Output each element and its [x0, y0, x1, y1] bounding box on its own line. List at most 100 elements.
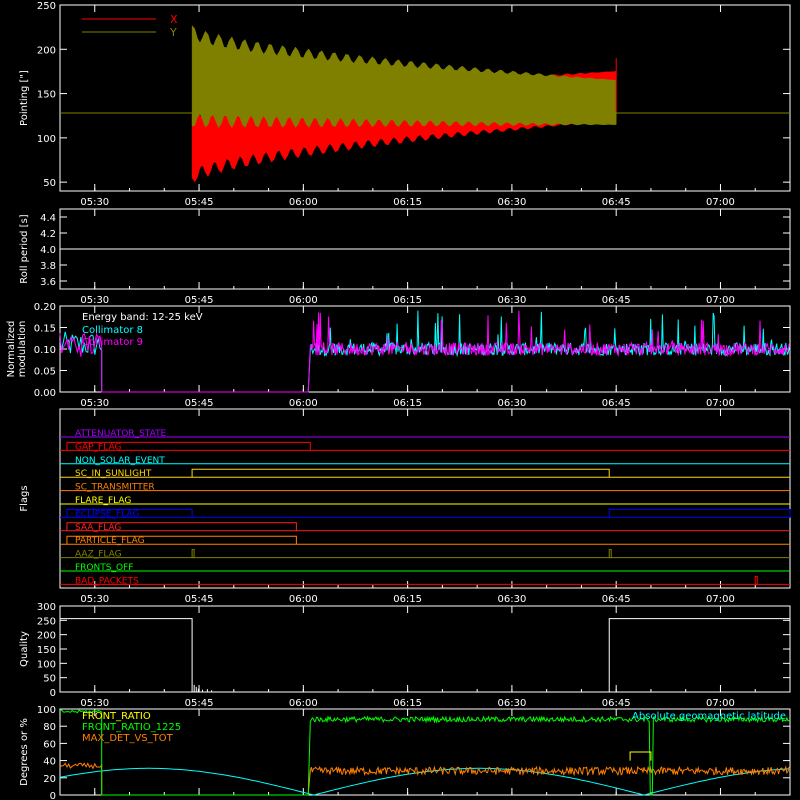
legend-label-Collimator-9: Collimator 9 — [82, 337, 143, 348]
legend-label-Y: Y — [169, 26, 177, 39]
legend-label-FRONT_RATIO_1225: FRONT_RATIO_1225 — [82, 722, 181, 733]
y-tick-label: 200 — [37, 45, 56, 56]
y-tick-label: 4.4 — [40, 213, 56, 224]
x-tick-label: 05:45 — [185, 398, 214, 409]
x-tick-label: 06:45 — [602, 594, 631, 605]
y-tick-label: 80 — [43, 722, 56, 733]
x-tick-label: 07:00 — [706, 398, 735, 409]
x-tick-label: 07:00 — [706, 197, 735, 208]
y-tick-label: 0.00 — [34, 388, 56, 399]
flag-segment-SAA_FLAG — [66, 522, 297, 531]
legend-label-X: X — [170, 13, 178, 26]
y-tick-label: 100 — [37, 659, 56, 670]
series-line-FRONT_RATIO — [629, 751, 652, 761]
y-tick-label: 50 — [43, 178, 56, 189]
y-axis-label: modulation — [17, 321, 28, 378]
series-line-MAX_DET_VS_TOT — [59, 762, 791, 796]
legend-label-geomagnetic-latitude: Absolute geomagnetic latitude — [632, 711, 786, 722]
x-tick-label: 06:15 — [393, 197, 422, 208]
legend-label-MAX_DET_VS_TOT: MAX_DET_VS_TOT — [82, 733, 174, 744]
legend-label-FRONT_RATIO: FRONT_RATIO — [82, 711, 151, 722]
flag-label-ATTENUATOR_STATE: ATTENUATOR_STATE — [75, 429, 167, 439]
y-tick-label: 300 — [37, 602, 56, 613]
x-tick-label: 06:00 — [289, 197, 318, 208]
x-tick-label: 06:30 — [497, 398, 526, 409]
y-axis-label: Pointing ["] — [19, 70, 30, 126]
panel-frame-1 — [59, 4, 791, 192]
x-tick-label: 06:15 — [393, 295, 422, 306]
flag-pulse-BAD_PACKETS — [754, 575, 758, 585]
x-tick-label: 06:30 — [497, 594, 526, 605]
flag-pulse-AAZ_FLAG — [191, 549, 195, 559]
y-tick-label: 50 — [43, 674, 56, 685]
y-tick-label: 0.20 — [34, 302, 56, 313]
flag-label-BAD_PACKETS: BAD_PACKETS — [75, 576, 139, 586]
energy-band-annotation: Energy band: 12-25 keV — [82, 312, 203, 323]
x-tick-label: 05:45 — [185, 197, 214, 208]
y-tick-label: 4.0 — [40, 245, 56, 256]
x-tick-label: 06:00 — [289, 594, 318, 605]
y-tick-label: 0 — [50, 791, 56, 800]
flag-segment-ECLIPSE_FLAG — [608, 508, 791, 518]
x-tick-label: 07:00 — [706, 594, 735, 605]
y-tick-label: 200 — [37, 631, 56, 642]
y-tick-label: 250 — [37, 1, 56, 12]
x-tick-label: 05:45 — [185, 295, 214, 306]
y-tick-label: 0 — [50, 688, 56, 699]
y-tick-label: 60 — [43, 739, 56, 750]
flag-label-SC_TRANSMITTER: SC_TRANSMITTER — [75, 483, 155, 493]
quality-line — [60, 618, 790, 693]
legend-label-Collimator-8: Collimator 8 — [82, 325, 143, 336]
y-tick-label: 0.15 — [34, 324, 56, 335]
x-tick-label: 06:15 — [393, 398, 422, 409]
x-tick-label: 06:15 — [393, 594, 422, 605]
x-tick-label: 06:45 — [602, 398, 631, 409]
x-tick-label: 05:30 — [80, 698, 109, 709]
x-tick-label: 06:45 — [602, 698, 631, 709]
flag-label-SAA_FLAG: SAA_FLAG — [75, 523, 121, 533]
x-tick-label: 06:00 — [289, 398, 318, 409]
y-axis-label: Roll period [s] — [19, 214, 30, 283]
x-tick-label: 05:30 — [80, 398, 109, 409]
flag-label-ECLIPSE_FLAG: ECLIPSE_FLAG — [75, 509, 139, 519]
y-tick-label: 0.10 — [34, 345, 56, 356]
flag-segment-SC_IN_SUNLIGHT — [191, 468, 610, 478]
y-tick-label: 0.05 — [34, 367, 56, 378]
x-tick-label: 06:45 — [602, 197, 631, 208]
x-tick-label: 06:30 — [497, 295, 526, 306]
y-tick-label: 3.8 — [40, 261, 56, 272]
y-axis-label: Flags — [19, 485, 30, 511]
flag-label-FRONTS_OFF: FRONTS_OFF — [75, 563, 133, 573]
series-line-FRONT_RATIO_1225 — [59, 709, 791, 796]
series-line-Collimator-9 — [59, 310, 790, 393]
flag-label-FLARE_FLAG: FLARE_FLAG — [75, 496, 131, 506]
x-tick-label: 05:30 — [80, 197, 109, 208]
y-axis-label: Degrees or % — [19, 718, 30, 786]
y-tick-label: 150 — [37, 90, 56, 101]
flag-label-SC_IN_SUNLIGHT: SC_IN_SUNLIGHT — [75, 469, 152, 479]
x-tick-label: 05:45 — [185, 698, 214, 709]
x-tick-label: 06:30 — [497, 197, 526, 208]
flag-label-NON_SOLAR_EVENT: NON_SOLAR_EVENT — [75, 456, 165, 466]
x-tick-label: 06:45 — [602, 295, 631, 306]
y-tick-label: 250 — [37, 616, 56, 627]
flag-segment-PARTICLE_FLAG — [66, 535, 297, 545]
flag-pulse-AAZ_FLAG — [608, 549, 612, 559]
x-tick-label: 06:30 — [497, 698, 526, 709]
y-tick-label: 20 — [43, 774, 56, 785]
y-tick-label: 150 — [37, 645, 56, 656]
flag-segment-GAP_FLAG — [66, 441, 311, 451]
y-tick-label: 40 — [43, 757, 56, 768]
y-tick-label: 4.2 — [40, 229, 56, 240]
panel-frame-4 — [59, 408, 791, 589]
flag-label-AAZ_FLAG: AAZ_FLAG — [75, 550, 122, 560]
x-tick-label: 06:00 — [289, 295, 318, 306]
x-tick-label: 06:15 — [393, 698, 422, 709]
panel-frame-6 — [59, 708, 791, 796]
x-tick-label: 05:30 — [80, 295, 109, 306]
x-tick-label: 05:45 — [185, 594, 214, 605]
x-tick-label: 07:00 — [706, 698, 735, 709]
flag-segment-ECLIPSE_FLAG — [66, 508, 193, 518]
series-envelope-Y — [191, 24, 617, 129]
